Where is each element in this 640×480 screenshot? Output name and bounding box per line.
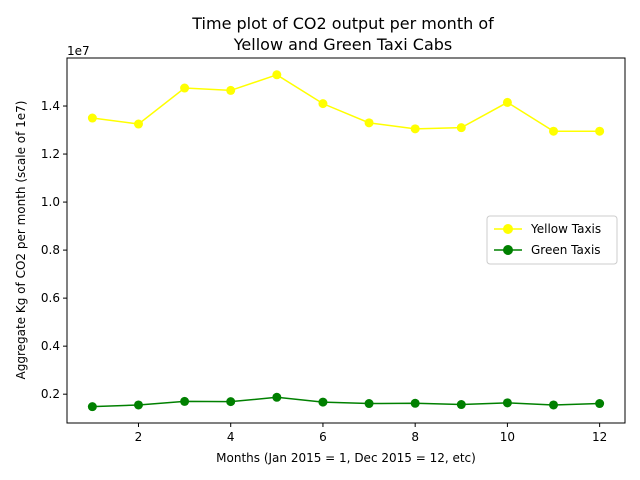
legend-label-green: Green Taxis bbox=[531, 243, 601, 257]
data-point-green-taxis bbox=[364, 399, 374, 409]
y-tick-label: 0.4 bbox=[41, 339, 60, 353]
data-point-yellow-taxis bbox=[456, 123, 466, 133]
x-axis-ticks: 2 4 6 8 10 12 bbox=[135, 423, 607, 444]
data-point-green-taxis bbox=[226, 397, 236, 407]
x-tick-label: 2 bbox=[135, 430, 143, 444]
series-line-green-taxis bbox=[92, 396, 600, 408]
x-tick-label: 12 bbox=[592, 430, 607, 444]
x-tick-label: 6 bbox=[319, 430, 327, 444]
data-point-green-taxis bbox=[549, 400, 559, 410]
y-tick-label: 1.4 bbox=[41, 99, 60, 113]
legend: Yellow Taxis Green Taxis bbox=[486, 215, 618, 265]
x-tick-label: 8 bbox=[411, 430, 419, 444]
y-tick-label: 0.8 bbox=[41, 243, 60, 257]
plot-area bbox=[66, 57, 626, 424]
y-tick-label: 1.2 bbox=[41, 147, 60, 161]
series-layer bbox=[87, 70, 605, 412]
y-axis-label: Aggregate Kg of CO2 per month (scale of … bbox=[14, 101, 28, 380]
data-point-green-taxis bbox=[272, 392, 282, 402]
data-point-yellow-taxis bbox=[226, 85, 236, 95]
legend-marker-green bbox=[503, 245, 513, 255]
data-point-green-taxis bbox=[180, 396, 190, 406]
data-point-green-taxis bbox=[502, 398, 512, 408]
data-point-green-taxis bbox=[595, 399, 605, 409]
data-point-green-taxis bbox=[410, 398, 420, 408]
data-point-yellow-taxis bbox=[180, 83, 190, 93]
y-tick-label: 0.6 bbox=[41, 291, 60, 305]
data-point-yellow-taxis bbox=[87, 113, 97, 123]
y-tick-label: 0.2 bbox=[41, 387, 60, 401]
data-point-green-taxis bbox=[456, 400, 466, 410]
data-point-yellow-taxis bbox=[502, 97, 512, 107]
chart-title-line-2: Yellow and Green Taxi Cabs bbox=[233, 35, 452, 54]
x-tick-label: 4 bbox=[227, 430, 235, 444]
legend-label-yellow: Yellow Taxis bbox=[530, 222, 601, 236]
y-offset-label: 1e7 bbox=[67, 44, 90, 58]
data-point-green-taxis bbox=[318, 397, 328, 407]
data-point-green-taxis bbox=[133, 400, 143, 410]
data-point-green-taxis bbox=[87, 402, 97, 412]
data-point-yellow-taxis bbox=[549, 126, 559, 136]
data-point-yellow-taxis bbox=[364, 118, 374, 128]
series-line-yellow-taxis bbox=[92, 73, 600, 132]
legend-marker-yellow bbox=[503, 224, 513, 234]
data-point-yellow-taxis bbox=[595, 126, 605, 136]
x-tick-label: 10 bbox=[500, 430, 515, 444]
chart-title-line-1: Time plot of CO2 output per month of bbox=[191, 14, 494, 33]
data-point-yellow-taxis bbox=[133, 119, 143, 129]
data-point-yellow-taxis bbox=[318, 99, 328, 109]
y-axis-ticks: 0.2 0.4 0.6 0.8 1.0 1.2 1.4 bbox=[41, 99, 67, 401]
y-tick-label: 1.0 bbox=[41, 195, 60, 209]
data-point-yellow-taxis bbox=[272, 70, 282, 80]
x-axis-label: Months (Jan 2015 = 1, Dec 2015 = 12, etc… bbox=[216, 451, 476, 465]
legend-box bbox=[486, 215, 618, 265]
data-point-yellow-taxis bbox=[410, 124, 420, 134]
